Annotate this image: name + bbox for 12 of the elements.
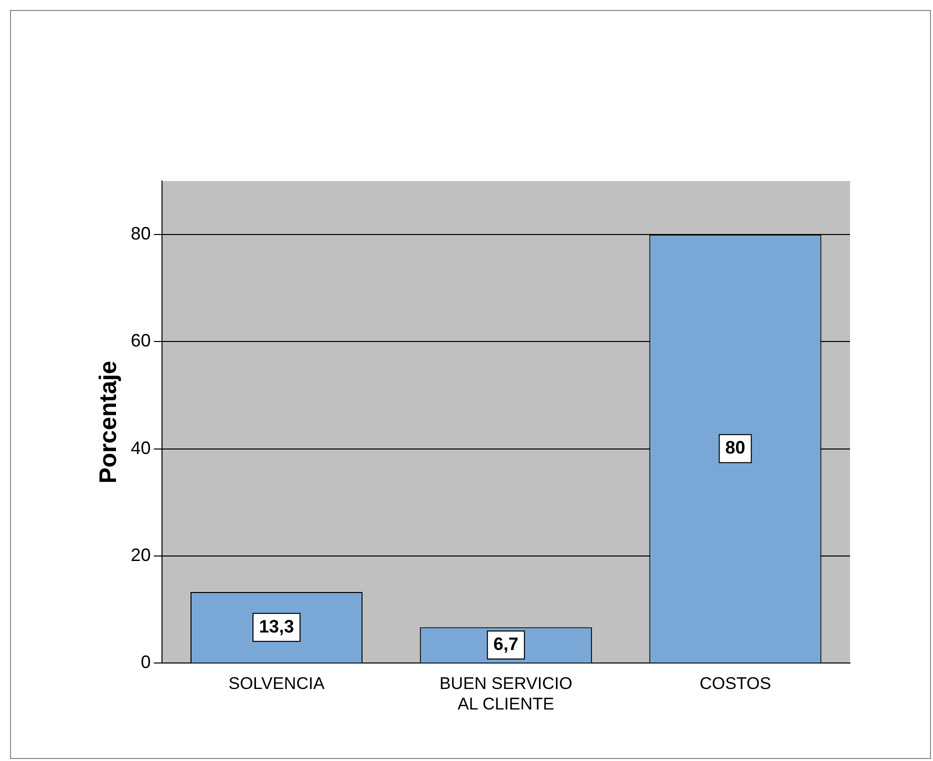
y-tick-label: 80 bbox=[130, 224, 151, 244]
x-tick-label: COSTOS bbox=[700, 674, 772, 694]
y-axis-title: Porcentaje bbox=[95, 360, 122, 484]
x-tick-label: BUEN SERVICIO AL CLIENTE bbox=[439, 674, 572, 714]
data-label: 13,3 bbox=[258, 616, 294, 636]
y-tick-label: 60 bbox=[130, 330, 151, 351]
x-tick-label: SOLVENCIA bbox=[228, 674, 326, 694]
data-label: 80 bbox=[725, 438, 746, 458]
y-tick-label: 0 bbox=[140, 652, 151, 672]
y-tick-label: 40 bbox=[130, 438, 151, 458]
data-label: 6,7 bbox=[493, 634, 518, 654]
y-tick-label: 20 bbox=[130, 545, 151, 566]
